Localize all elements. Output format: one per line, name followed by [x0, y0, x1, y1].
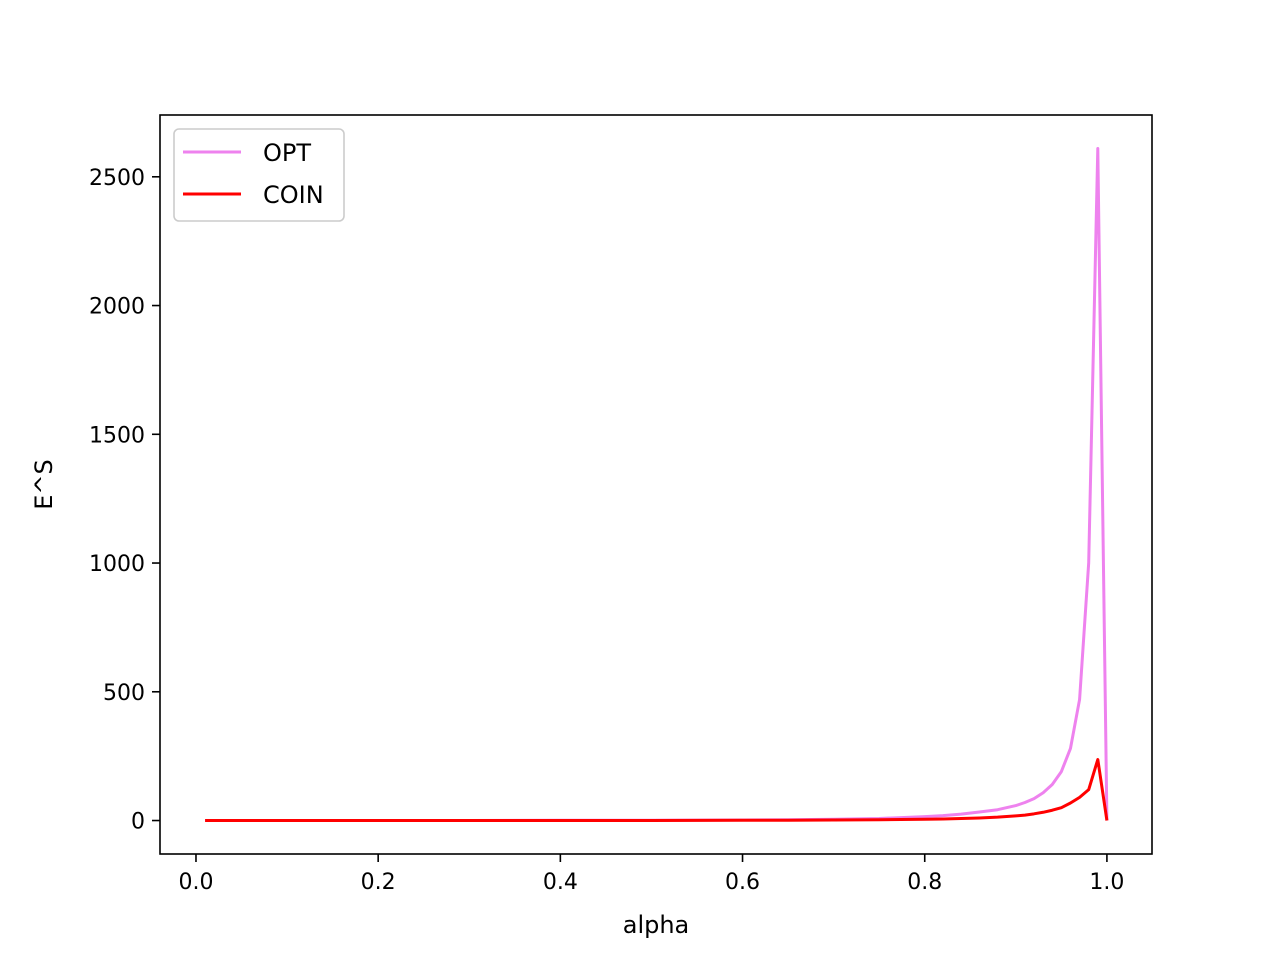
- legend-label-coin: COIN: [263, 181, 324, 209]
- x-tick-label: 0.0: [178, 870, 213, 895]
- y-tick-label: 500: [103, 681, 145, 706]
- x-axis-label: alpha: [623, 911, 690, 939]
- x-tick-label: 1.0: [1089, 870, 1124, 895]
- y-tick-label: 1500: [89, 423, 145, 448]
- y-axis-label: E^S: [30, 459, 58, 510]
- x-tick-label: 0.2: [361, 870, 396, 895]
- legend-label-opt: OPT: [263, 139, 311, 167]
- y-tick-label: 1000: [89, 552, 145, 577]
- x-tick-label: 0.4: [543, 870, 578, 895]
- x-axis-ticks: 0.0 0.2 0.4 0.6 0.8 1.0: [178, 854, 1124, 895]
- y-tick-label: 2000: [89, 295, 145, 320]
- legend: OPT COIN: [173, 128, 345, 222]
- x-tick-label: 0.8: [907, 870, 942, 895]
- x-tick-label: 0.6: [725, 870, 760, 895]
- y-tick-label: 2500: [89, 166, 145, 191]
- series-line-coin: [205, 758, 1109, 823]
- y-tick-label: 0: [131, 810, 145, 835]
- y-axis-ticks: 0 500 1000 1500 2000 2500: [89, 166, 160, 835]
- series-layer: [205, 146, 1109, 823]
- plot-frame: [159, 114, 1153, 855]
